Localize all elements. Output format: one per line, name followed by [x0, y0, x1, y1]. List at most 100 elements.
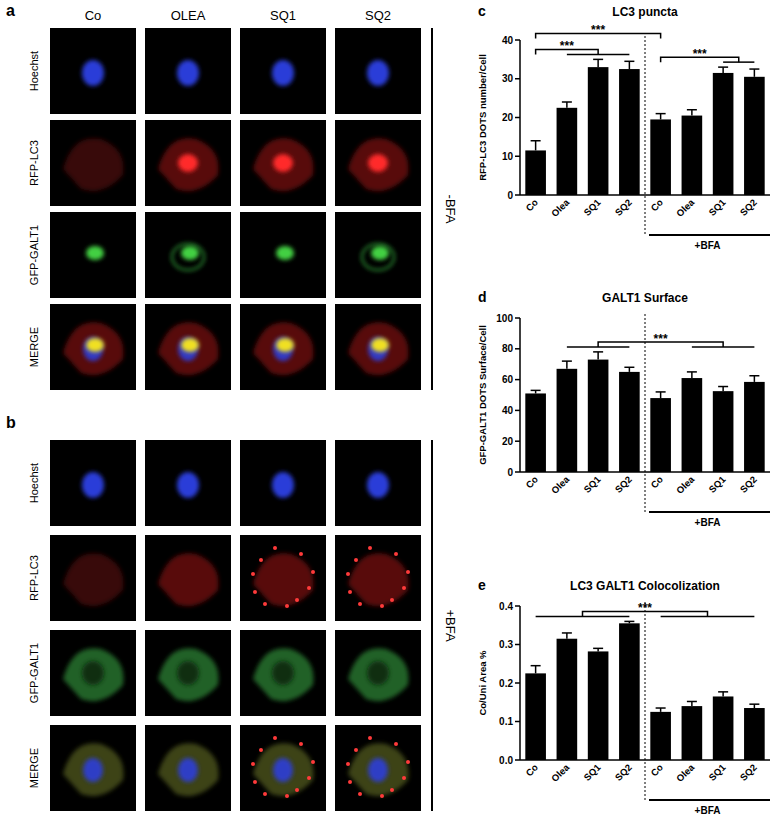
bar — [588, 360, 609, 472]
panel-letter: b — [6, 414, 16, 431]
error-stem — [660, 392, 662, 398]
micrograph — [50, 28, 136, 114]
panel-letter: d — [478, 289, 487, 305]
bar — [650, 398, 671, 472]
error-stem — [597, 59, 599, 67]
significance-bracket: *** — [536, 601, 755, 616]
micrograph — [335, 440, 421, 526]
micrograph-background — [145, 535, 231, 621]
cell-signal — [178, 337, 198, 361]
chart: cLC3 punctaRFP-LC3 DOTS number/Cell01020… — [477, 3, 770, 251]
error-cap — [624, 61, 634, 63]
x-tick-label: Olea — [674, 196, 697, 219]
y-tick-label: 40 — [502, 35, 514, 46]
punctum — [358, 792, 362, 796]
column-label: OLEA — [171, 8, 206, 23]
micrograph — [145, 304, 231, 390]
micrograph — [145, 725, 231, 811]
x-tick-label: SQ1 — [581, 473, 603, 495]
punctum — [253, 780, 257, 784]
error-stem — [754, 69, 756, 77]
micrograph-background — [50, 440, 136, 526]
x-tick-label: Olea — [674, 473, 697, 496]
cell-body — [253, 138, 314, 191]
punctum — [368, 546, 372, 550]
punctum — [263, 792, 267, 796]
y-tick-label: 0 — [507, 467, 513, 478]
punctum — [358, 602, 362, 606]
punctum — [251, 762, 255, 766]
micrograph — [50, 630, 136, 716]
x-tick-label: SQ1 — [706, 473, 728, 495]
row-label: MERGE — [28, 748, 40, 788]
y-tick-label: 0.0 — [499, 755, 513, 766]
micrograph-background — [335, 304, 421, 390]
bar — [557, 108, 578, 195]
micrograph-background — [240, 725, 326, 811]
micrograph — [240, 212, 326, 298]
cell-body — [158, 138, 219, 191]
y-tick — [515, 471, 520, 473]
micrograph — [240, 304, 326, 390]
cell-body — [63, 322, 124, 375]
group-separator — [645, 602, 646, 800]
error-bar — [749, 376, 759, 382]
error-bar — [593, 59, 603, 67]
micrograph — [50, 212, 136, 298]
bracket-group-line — [723, 61, 754, 63]
x-tick-label: Co — [648, 474, 665, 491]
error-bar — [531, 666, 541, 674]
micrograph — [335, 630, 421, 716]
micrograph-background — [50, 535, 136, 621]
micrograph — [50, 440, 136, 526]
group-label: +BFA — [695, 240, 721, 251]
error-cap — [531, 140, 541, 142]
y-tick-label: 80 — [502, 343, 514, 354]
cell-body — [253, 553, 314, 606]
significance-label: *** — [638, 601, 652, 615]
condition-bar — [431, 440, 433, 811]
error-bar — [562, 633, 572, 639]
micrograph-background — [50, 304, 136, 390]
micrograph-background — [145, 440, 231, 526]
micrograph-background — [335, 440, 421, 526]
bar — [525, 393, 546, 472]
error-bar — [624, 61, 634, 69]
error-cap — [562, 632, 572, 634]
bar — [744, 382, 765, 472]
x-tick-label: SQ2 — [613, 762, 634, 783]
y-tick — [515, 682, 520, 684]
bar — [525, 150, 546, 195]
group-separator — [645, 36, 646, 235]
cell-signal — [181, 338, 199, 352]
punctum — [368, 736, 372, 740]
micrograph — [335, 725, 421, 811]
y-tick — [515, 410, 520, 412]
x-tick-label: Olea — [549, 196, 572, 219]
y-tick-label: 0.3 — [499, 639, 513, 650]
plot-area — [525, 59, 764, 195]
y-tick — [515, 156, 520, 158]
micrograph-background — [50, 28, 136, 114]
bar — [619, 69, 640, 195]
error-bar — [593, 648, 603, 651]
y-tick — [515, 440, 520, 442]
x-tick-label: SQ2 — [613, 474, 634, 495]
error-bar — [531, 141, 541, 151]
bar — [557, 369, 578, 472]
x-tick-label: Olea — [549, 761, 572, 784]
y-tick — [515, 39, 520, 41]
group-label: +BFA — [695, 805, 721, 816]
row-label: RFP-LC3 — [28, 555, 40, 601]
punctum — [348, 780, 352, 784]
punctum — [406, 570, 410, 574]
cell-body — [253, 322, 314, 375]
error-bar — [562, 361, 572, 369]
punctum — [354, 748, 358, 752]
punctum — [259, 558, 263, 562]
error-cap — [656, 391, 666, 393]
error-bar — [656, 708, 666, 712]
y-tick — [515, 117, 520, 119]
x-tick-label: Co — [523, 762, 540, 779]
y-tick-label: 0.2 — [499, 678, 513, 689]
